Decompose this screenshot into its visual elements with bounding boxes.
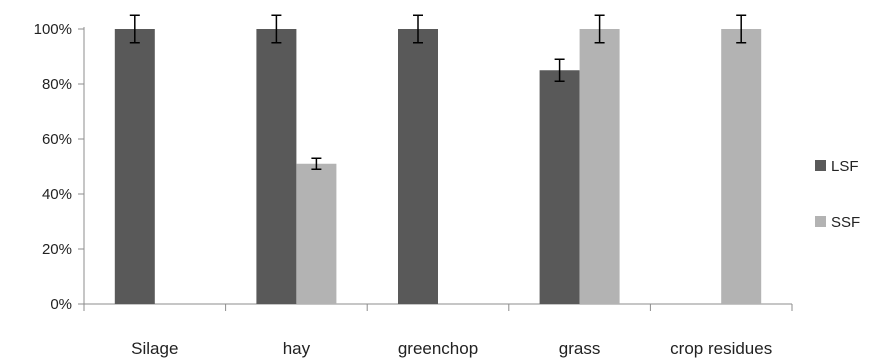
y-tick-label: 80% — [42, 76, 72, 93]
y-axis: 0% 20% 40% 60% 80% 100% — [34, 21, 85, 313]
legend-label-ssf: SSF — [831, 214, 860, 231]
x-category-label: hay — [283, 339, 311, 358]
y-tick-label: 100% — [34, 21, 72, 38]
y-tick-label: 20% — [42, 241, 72, 258]
legend-swatch-lsf — [815, 160, 826, 171]
x-category-label: grass — [559, 339, 601, 358]
bar-lsf — [256, 29, 297, 304]
bar-lsf — [539, 70, 580, 304]
bar-ssf — [296, 163, 337, 304]
bar-ssf — [721, 29, 762, 304]
y-tick-label: 60% — [42, 131, 72, 148]
x-axis: Silage hay greenchop grass crop residues — [83, 303, 793, 358]
error-bars — [129, 14, 747, 170]
y-tick-label: 40% — [42, 186, 72, 203]
legend-swatch-ssf — [815, 216, 826, 227]
legend-label-lsf: LSF — [831, 158, 859, 175]
bar-lsf — [398, 29, 438, 304]
bar-ssf — [579, 29, 620, 304]
bars — [114, 29, 762, 304]
x-category-label: greenchop — [398, 339, 478, 358]
y-tick-label: 0% — [50, 296, 72, 313]
x-category-label: Silage — [131, 339, 178, 358]
legend: LSF SSF — [815, 158, 860, 231]
bar-lsf — [114, 29, 155, 304]
x-category-label: crop residues — [670, 339, 772, 358]
